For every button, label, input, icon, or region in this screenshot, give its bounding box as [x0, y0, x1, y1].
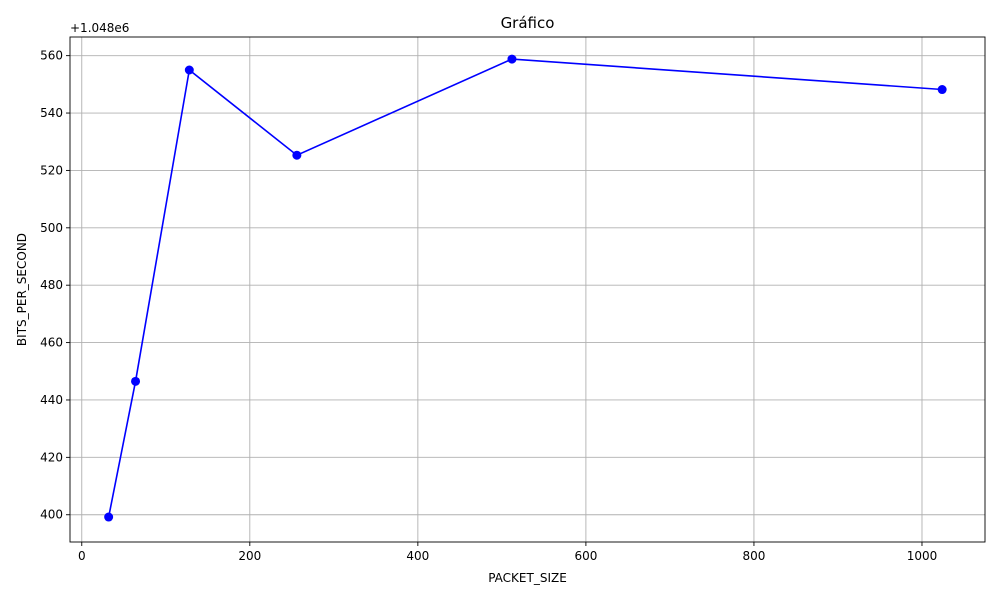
y-tick-label: 440 [40, 393, 63, 407]
y-axis-title: BITS_PER_SECOND [15, 233, 29, 346]
y-tick-label: 500 [40, 221, 63, 235]
data-point [131, 376, 141, 386]
y-tick-label: 400 [40, 508, 63, 522]
y-tick-label: 460 [40, 336, 63, 350]
chart-title: Gráfico [501, 14, 555, 32]
data-point [507, 54, 517, 64]
x-tick-label: 200 [238, 549, 261, 563]
y-axis-offset-label: +1.048e6 [70, 21, 129, 35]
x-tick-label: 1000 [907, 549, 938, 563]
x-tick-label: 400 [406, 549, 429, 563]
x-tick-label: 600 [574, 549, 597, 563]
x-tick-label: 800 [742, 549, 765, 563]
grid-layer [70, 37, 985, 542]
y-tick-label: 520 [40, 163, 63, 177]
data-point [292, 150, 302, 160]
series-layer [104, 54, 947, 522]
data-point [184, 65, 194, 75]
x-axis-title: PACKET_SIZE [488, 571, 567, 585]
data-point [104, 512, 114, 522]
plot-frame [69, 36, 986, 543]
y-tick-label: 420 [40, 450, 63, 464]
y-tick-label: 480 [40, 278, 63, 292]
tick-layer: 0 200 400 600 800 1000 400 420 440 460 480 500 520 54… [40, 49, 937, 563]
series-line [107, 58, 943, 518]
y-tick-label: 560 [40, 49, 63, 63]
x-tick-label: 0 [78, 549, 86, 563]
data-point [937, 85, 947, 95]
y-tick-label: 540 [40, 106, 63, 120]
